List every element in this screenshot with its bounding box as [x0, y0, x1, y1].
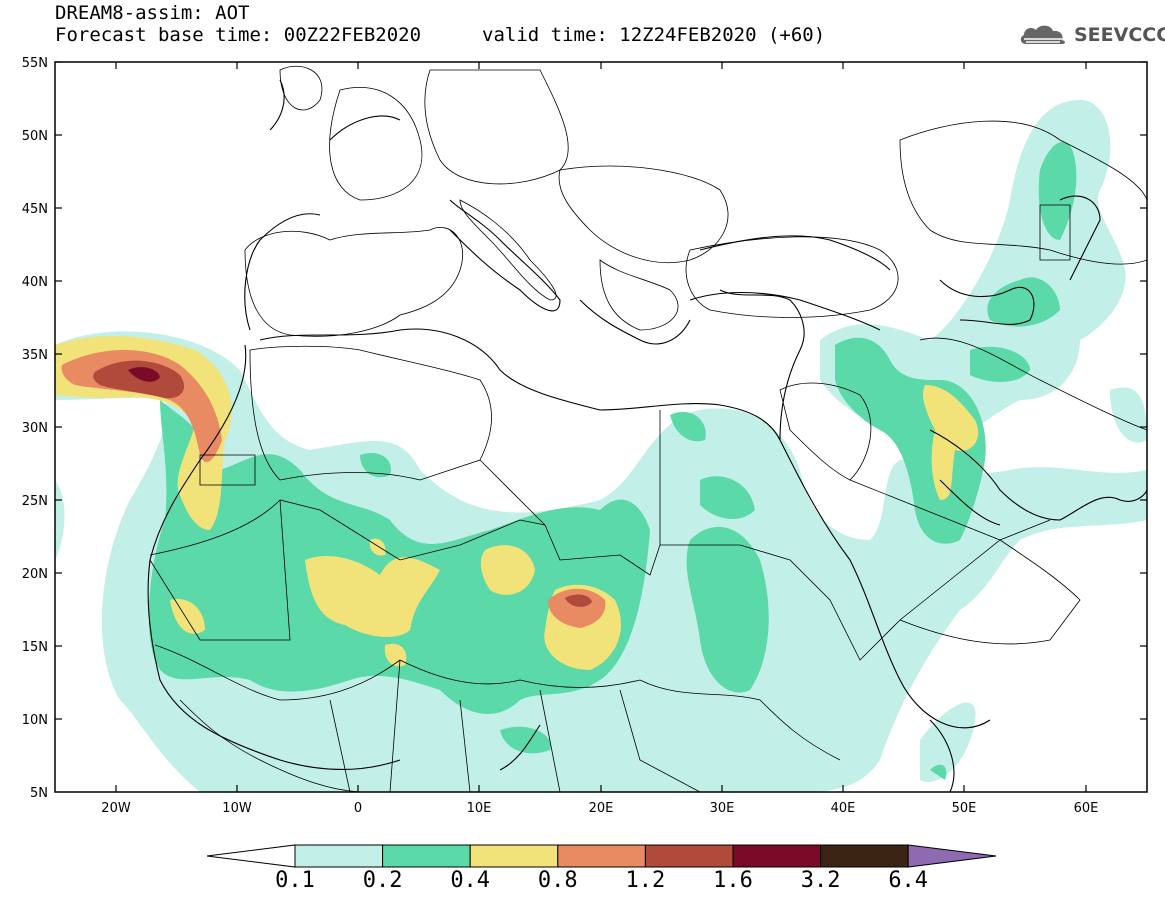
- map-title: DREAM8-assim: AOT: [55, 2, 250, 24]
- colorbar-swatch: [557, 844, 646, 868]
- colorbar-high-triangle: [907, 844, 997, 868]
- colorbar-label: 0.2: [362, 868, 403, 893]
- lat-label: 15N: [22, 640, 48, 655]
- colorbar-swatch: [294, 844, 384, 868]
- lon-label: 60E: [1074, 801, 1099, 816]
- lat-label: 45N: [22, 202, 48, 217]
- cloud-icon: [1020, 25, 1065, 44]
- colorbar-swatch: [469, 844, 559, 868]
- lat-label: 55N: [22, 56, 48, 71]
- lon-label: 20W: [101, 801, 131, 816]
- lat-label: 5N: [30, 786, 48, 801]
- lat-label: 35N: [22, 348, 48, 363]
- colorbar-swatch: [820, 844, 909, 868]
- colorbar-label: 6.4: [888, 868, 929, 893]
- latitude-labels: 55N 50N 45N 40N 35N 30N 25N 20N 15N 10N …: [22, 56, 48, 801]
- logo-text: SEEVCCC: [1074, 24, 1165, 46]
- colorbar-swatch: [644, 844, 734, 868]
- lon-label: 30E: [710, 801, 735, 816]
- lon-label: 0: [354, 801, 362, 816]
- forecast-base-time: Forecast base time: 00Z22FEB2020: [55, 24, 422, 46]
- lat-label: 10N: [22, 713, 48, 728]
- colorbar-low-triangle: [206, 844, 296, 868]
- country-borders: [149, 65, 1147, 792]
- lon-label: 20E: [589, 801, 614, 816]
- valid-time: valid time: 12Z24FEB2020 (+60): [482, 24, 826, 46]
- colorbar-label: 1.2: [625, 868, 666, 893]
- coastlines: [147, 79, 1147, 792]
- lat-label: 30N: [22, 421, 48, 436]
- colorbar-swatch: [732, 844, 822, 868]
- lat-label: 25N: [22, 494, 48, 509]
- seevccc-logo: SEEVCCC: [1018, 22, 1165, 48]
- lat-label: 50N: [22, 129, 48, 144]
- latitude-ticks: [55, 61, 1147, 720]
- longitude-ticks: [115, 62, 1087, 792]
- colorbar-label: 1.6: [713, 868, 753, 893]
- longitude-labels: 20W 10W 0 10E 20E 30E 40E 50E 60E: [101, 801, 1098, 816]
- colorbar-label: 0.8: [537, 868, 578, 893]
- lon-label: 40E: [831, 801, 856, 816]
- lon-label: 50E: [952, 801, 977, 816]
- lon-label: 10E: [467, 801, 492, 816]
- colorbar-label: 0.4: [450, 868, 491, 893]
- lon-label: 10W: [222, 801, 252, 816]
- lat-label: 40N: [22, 275, 48, 290]
- colorbar-swatch: [382, 844, 471, 868]
- lat-label: 20N: [22, 567, 48, 582]
- colorbar-label: 0.1: [275, 868, 315, 893]
- aot-contours: [55, 100, 1147, 792]
- colorbar-label: 3.2: [800, 868, 841, 893]
- colorbar: [206, 844, 997, 868]
